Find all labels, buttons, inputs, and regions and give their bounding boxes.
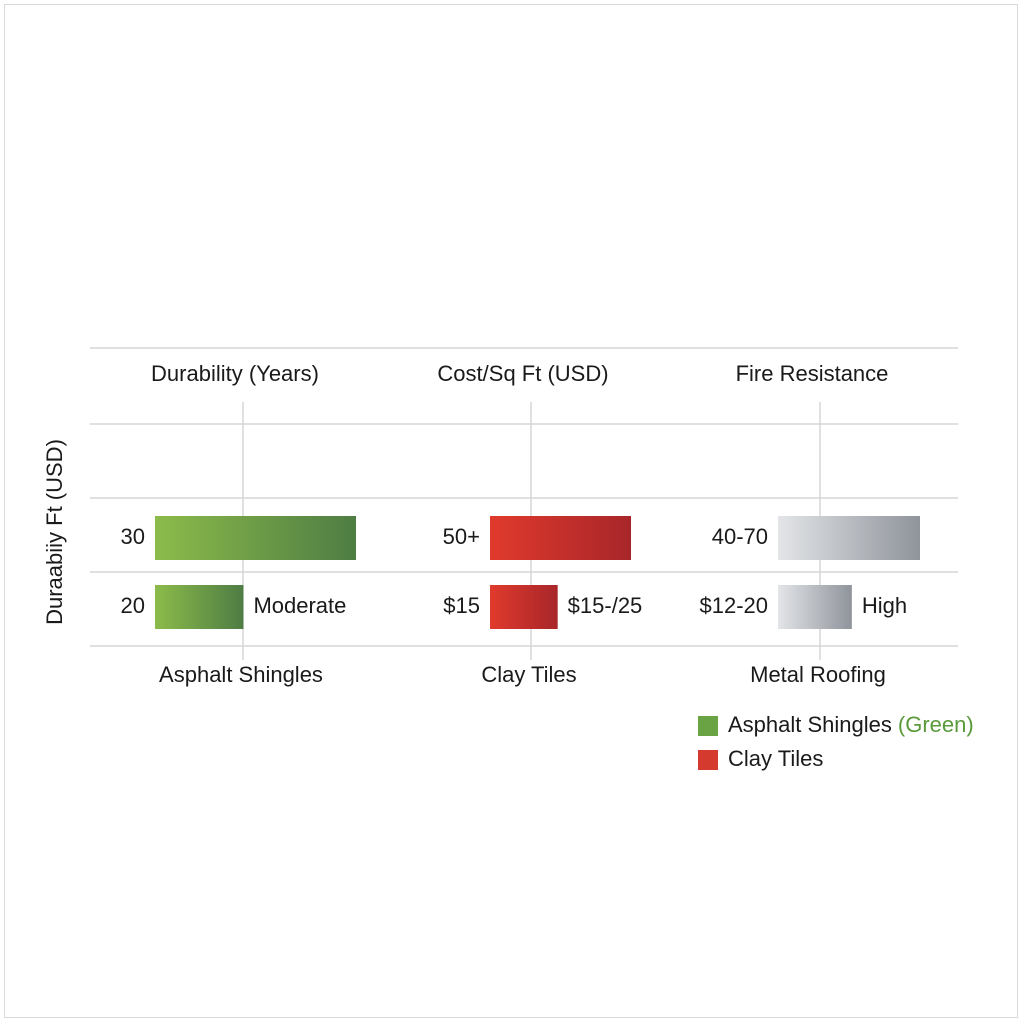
bar-annotation-label: High bbox=[862, 593, 907, 618]
category-label: Metal Roofing bbox=[750, 662, 886, 687]
y-axis-label: Duraabiiy Ft (USD) bbox=[42, 439, 67, 625]
bar-value-label: $12-20 bbox=[699, 593, 768, 618]
legend-label: Clay Tiles bbox=[728, 746, 823, 771]
category-label: Clay Tiles bbox=[481, 662, 576, 687]
bar-value-label: 50+ bbox=[443, 524, 480, 549]
bar-value-label: $15 bbox=[443, 593, 480, 618]
bar-value-label: 20 bbox=[121, 593, 145, 618]
column-header: Durability (Years) bbox=[151, 361, 319, 386]
legend: Asphalt Shingles (Green) Clay Tiles bbox=[698, 712, 974, 771]
bar bbox=[490, 516, 631, 560]
bar-annotation-label: $15-/25 bbox=[568, 593, 643, 618]
bar-annotation-label: Moderate bbox=[253, 593, 346, 618]
column-headers: Durability (Years) Cost/Sq Ft (USD) Fire R… bbox=[151, 361, 888, 386]
legend-swatch bbox=[698, 716, 718, 736]
bar bbox=[155, 516, 356, 560]
legend-suffix: (Green) bbox=[898, 712, 974, 737]
bars: 30 20 Moderate 50+ $15 $15-/25 40-70 $12-20 High bbox=[121, 516, 920, 629]
legend-swatch bbox=[698, 750, 718, 770]
category-label: Asphalt Shingles bbox=[159, 662, 323, 687]
chart-frame bbox=[4, 4, 1018, 1018]
bar bbox=[155, 585, 244, 629]
bar-value-label: 30 bbox=[121, 524, 145, 549]
column-header: Cost/Sq Ft (USD) bbox=[437, 361, 608, 386]
legend-label: Asphalt Shingles (Green) bbox=[728, 712, 974, 737]
column-header: Fire Resistance bbox=[736, 361, 889, 386]
bar bbox=[778, 585, 852, 629]
category-labels: Asphalt Shingles Clay Tiles Metal Roofing bbox=[159, 662, 886, 687]
bar bbox=[490, 585, 558, 629]
bar-value-label: 40-70 bbox=[712, 524, 768, 549]
bar bbox=[778, 516, 920, 560]
